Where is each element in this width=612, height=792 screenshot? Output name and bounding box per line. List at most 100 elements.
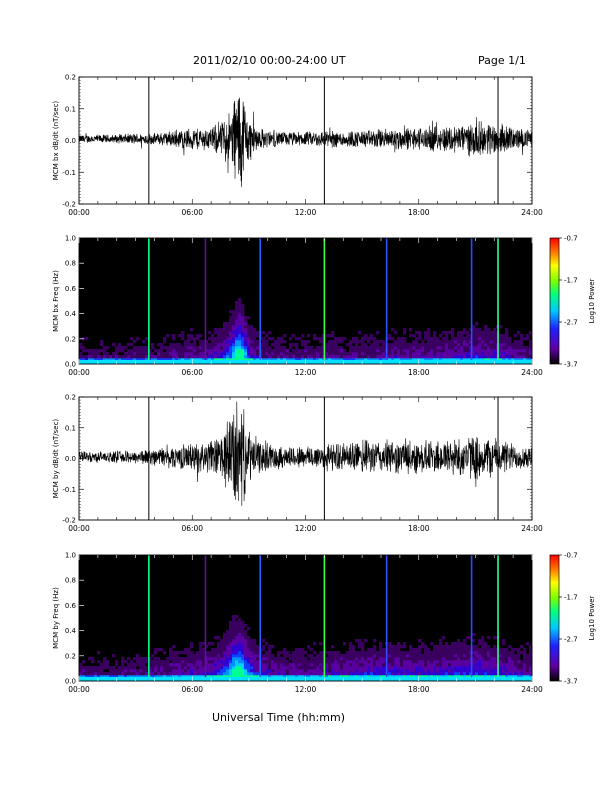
spectrogram-cell [280, 651, 284, 655]
spectrogram-cell [487, 331, 491, 335]
spectrogram-cell [145, 346, 149, 350]
spectrogram-cell [331, 340, 335, 344]
spectrogram-cell [463, 328, 467, 332]
spectrogram-cell [379, 669, 383, 673]
spectrogram-cell [505, 648, 509, 652]
spectrogram-cell [235, 627, 239, 631]
spectrogram-cell [325, 675, 329, 679]
spectrogram-cell [448, 645, 452, 649]
spectrogram-cell [253, 663, 257, 667]
spectrogram-cell [253, 639, 257, 643]
spectrogram-cell [391, 358, 395, 362]
y-tick-label: 0.0 [65, 678, 76, 686]
spectrogram-cell [205, 645, 209, 649]
spectrogram-cell [190, 328, 194, 332]
spectrogram-cell [403, 654, 407, 658]
spectrogram-cell [478, 355, 482, 359]
spectrogram-cell [274, 355, 278, 359]
spectrogram-cell [220, 346, 224, 350]
spectrogram-cell [430, 352, 434, 356]
spectrogram-cell [520, 672, 524, 676]
spectrogram-cell [94, 349, 98, 353]
spectrogram-cell [418, 669, 422, 673]
spectrogram-cell [463, 657, 467, 661]
spectrogram-cell [127, 669, 131, 673]
spectrogram-cell [256, 352, 260, 356]
spectrogram-cell [454, 337, 458, 341]
spectrogram-cell [442, 663, 446, 667]
spectrogram-cell [262, 675, 266, 679]
spectrogram-cell [223, 669, 227, 673]
spectrogram-cell [448, 358, 452, 362]
spectrogram-cell [478, 642, 482, 646]
spectrogram-cell [289, 352, 293, 356]
spectrogram-cell [319, 675, 323, 679]
spectrogram-cell [184, 355, 188, 359]
spectrogram-cell [256, 672, 260, 676]
spectrogram-cell [472, 343, 476, 347]
spectrogram-cell [205, 657, 209, 661]
spectrogram-cell [295, 343, 299, 347]
spectrogram-cell [301, 340, 305, 344]
spectrogram-cell [352, 654, 356, 658]
spectrogram-cell [439, 639, 443, 643]
spectrogram-cell [169, 651, 173, 655]
spectrogram-cell [340, 660, 344, 664]
spectrogram-cell [448, 672, 452, 676]
spectrogram-cell [460, 337, 464, 341]
spectrogram-cell [493, 663, 497, 667]
spectrogram-cell [514, 669, 518, 673]
spectrogram-cell [118, 349, 122, 353]
spectrogram-cell [355, 651, 359, 655]
spectrogram-cell [394, 660, 398, 664]
spectrogram-cell [418, 358, 422, 362]
spectrogram-cell [220, 337, 224, 341]
spectrogram-cell [136, 349, 140, 353]
spectrogram-cell [283, 660, 287, 664]
spectrogram-cell [331, 645, 335, 649]
spectrogram-cell [124, 669, 128, 673]
spectrogram-cell [481, 343, 485, 347]
spectrogram-cell [415, 337, 419, 341]
spectrogram-cell [349, 660, 353, 664]
spectrogram-cell [394, 343, 398, 347]
spectrogram-cell [190, 343, 194, 347]
spectrogram-cell [250, 331, 254, 335]
spectrogram-cell [469, 355, 473, 359]
spectrogram-cell [469, 343, 473, 347]
spectrogram-cell [490, 349, 494, 353]
spectrogram-cell [460, 660, 464, 664]
spectrogram-cell [484, 352, 488, 356]
spectrogram-cell [223, 675, 227, 679]
spectrogram-cell [439, 660, 443, 664]
spectrogram-cell [319, 349, 323, 353]
spectrogram-cell [214, 663, 218, 667]
spectrogram-cell [448, 675, 452, 679]
spectrogram-cell [346, 660, 350, 664]
spectrogram-cell [91, 352, 95, 356]
spectrogram-cell [172, 654, 176, 658]
spectrogram-cell [334, 672, 338, 676]
spectrogram-cell [463, 669, 467, 673]
spectrogram-cell [427, 334, 431, 338]
spectrogram-cell [265, 663, 269, 667]
spectrogram-cell [469, 660, 473, 664]
spectrogram-cell [358, 331, 362, 335]
spectrogram-cell [229, 334, 233, 338]
spectrogram-cell [295, 352, 299, 356]
spectrogram-cell [187, 346, 191, 350]
spectrogram-cell [427, 352, 431, 356]
spectrogram-cell [133, 657, 137, 661]
spectrogram-cell [511, 669, 515, 673]
spectrogram-cell [448, 654, 452, 658]
spectrogram-cell [376, 672, 380, 676]
spectrogram-cell [202, 340, 206, 344]
spectrogram-cell [469, 645, 473, 649]
spectrogram-cell [493, 657, 497, 661]
spectrogram-cell [199, 660, 203, 664]
spectrogram-cell [490, 331, 494, 335]
spectrogram-cell [286, 349, 290, 353]
spectrogram-cell [172, 346, 176, 350]
spectrogram-cell [493, 343, 497, 347]
